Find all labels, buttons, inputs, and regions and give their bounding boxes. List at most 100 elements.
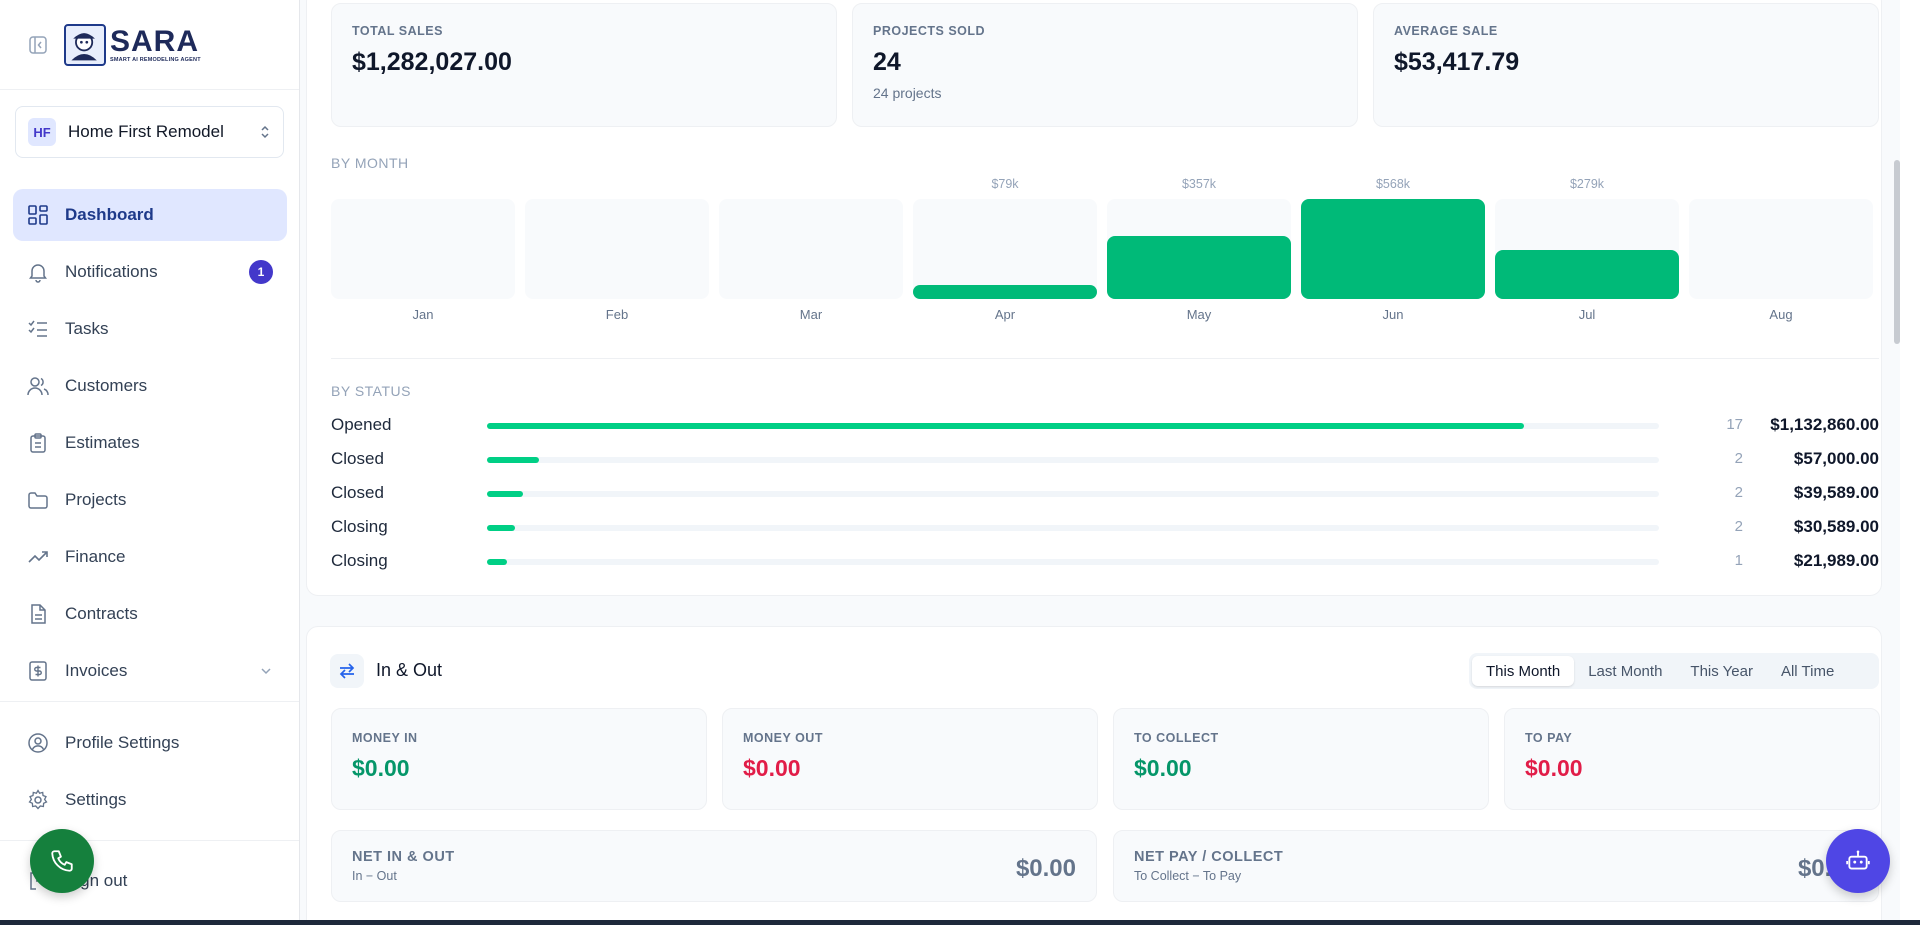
status-amount: $1,132,860.00 [1770,415,1879,434]
month-value-label: $357k [1181,177,1217,191]
net-sub: To Collect − To Pay [1134,869,1242,883]
month-bar [1107,236,1291,299]
tab-all-time[interactable]: All Time [1780,662,1835,680]
stat-label: AVERAGE SALE [1394,24,1498,38]
month-column-aug[interactable] [1689,199,1873,299]
stat-value: $53,417.79 [1394,48,1520,76]
gear-icon [28,789,48,810]
nav-divider [0,701,299,702]
month-name-label: Jun [1382,307,1404,322]
taskbar-strip [0,920,1920,925]
clipboard-icon [30,433,46,453]
month-column-jan[interactable] [331,199,515,299]
month-column-may[interactable] [1107,199,1291,299]
stat-value: 24 [873,48,901,76]
status-count: 2 [1734,450,1743,467]
robot-icon [1846,850,1870,870]
month-value-label: $79k [991,177,1019,191]
month-name-label: Jan [412,307,434,322]
status-amount: $30,589.00 [1793,517,1879,536]
nav-item-tasks[interactable]: Tasks [13,303,287,355]
ai-assistant-button[interactable] [1826,829,1890,893]
status-progress-fill [487,457,540,463]
tab-last-month[interactable]: Last Month [1588,662,1663,680]
nav-label-projects: Projects [65,490,127,509]
mini-label: TO COLLECT [1134,731,1219,745]
status-row: Closed 2 $57,000.00 [331,449,1879,471]
stat-card-projects-sold: PROJECTS SOLD 24 24 projects [852,3,1358,127]
nav-item-profile-settings[interactable]: Profile Settings [13,717,287,769]
trend-icon [28,551,48,563]
net-sub: In − Out [352,869,397,883]
money-in-card: MONEY IN $0.00 [331,708,707,810]
nav-item-notifications[interactable]: Notifications 1 [13,246,287,298]
status-row: Closing 2 $30,589.00 [331,517,1879,539]
nav-label-invoices: Invoices [65,661,128,680]
nav-item-contracts[interactable]: Contracts [13,588,287,640]
month-name-label: Feb [605,307,629,322]
in-out-icon-box [330,654,364,688]
nav-item-estimates[interactable]: Estimates [13,417,287,469]
users-icon [27,377,49,396]
stat-card-average-sale: AVERAGE SALE $53,417.79 [1373,3,1879,127]
month-column-mar[interactable] [719,199,903,299]
net-value: $0.00 [1015,855,1076,882]
sidebar-collapse-icon[interactable] [28,35,48,55]
nav-item-dashboard[interactable]: Dashboard [13,189,287,241]
status-progress-fill [487,491,524,497]
month-value-label: $279k [1569,177,1605,191]
status-name: Closing [331,551,388,570]
status-count: 2 [1734,518,1743,535]
nav-divider [0,840,299,841]
month-column-feb[interactable] [525,199,709,299]
nav-item-projects[interactable]: Projects [13,474,287,526]
status-row: Opened 17 $1,132,860.00 [331,415,1879,437]
money-out-card: MONEY OUT $0.00 [722,708,1098,810]
nav-label-dashboard: Dashboard [65,205,154,224]
company-switcher[interactable]: HF Home First Remodel [15,106,284,158]
month-column-jun[interactable] [1301,199,1485,299]
nav-label-profile-settings: Profile Settings [65,733,180,752]
logo[interactable]: SARA SMART AI REMODELING AGENT [64,24,201,66]
stat-value: $1,282,027.00 [352,48,512,76]
nav-item-settings[interactable]: Settings [13,774,287,826]
notification-count-badge: 1 [249,260,273,284]
net-in-out-card: NET IN & OUT In − Out $0.00 [331,830,1097,902]
logo-mascot-icon [64,24,106,66]
status-count: 1 [1734,552,1743,569]
tab-this-year[interactable]: This Year [1690,662,1753,680]
in-out-title: In & Out [376,660,443,680]
status-count: 17 [1726,416,1743,433]
stat-sub: 24 projects [873,85,942,101]
nav-item-finance[interactable]: Finance [13,531,287,583]
status-progress-track [487,423,1659,429]
month-column-apr[interactable] [913,199,1097,299]
tab-this-month[interactable]: This Month [1472,656,1575,686]
month-bar [1495,250,1679,299]
phone-call-button[interactable] [30,829,94,893]
folder-icon [28,492,48,509]
status-amount: $57,000.00 [1793,449,1879,468]
main-nav: Dashboard Notifications 1 Tasks Customer… [13,189,287,702]
scrollbar-thumb[interactable] [1894,160,1900,344]
net-pay-collect-card: NET PAY / COLLECT To Collect − To Pay $0… [1113,830,1879,902]
status-progress-fill [487,559,508,565]
status-name: Opened [331,415,392,434]
month-name-label: May [1186,307,1212,322]
status-progress-track [487,559,1659,565]
status-progress-track [487,457,1659,463]
month-value-label: $568k [1375,177,1411,191]
period-tabs: This Month Last Month This Year All Time [1469,653,1879,689]
month-column-jul[interactable] [1495,199,1679,299]
status-count: 2 [1734,484,1743,501]
nav-item-customers[interactable]: Customers [13,360,287,412]
chevron-down-icon[interactable] [259,664,273,678]
swap-arrows-icon [339,663,355,679]
company-initials: HF [28,118,56,146]
to-pay-card: TO PAY $0.00 [1504,708,1880,810]
status-amount: $21,989.00 [1793,551,1879,570]
status-row: Closing 1 $21,989.00 [331,551,1879,573]
status-progress-track [487,491,1659,497]
nav-item-invoices[interactable]: Invoices [13,645,287,697]
chevron-updown-icon [261,125,269,139]
